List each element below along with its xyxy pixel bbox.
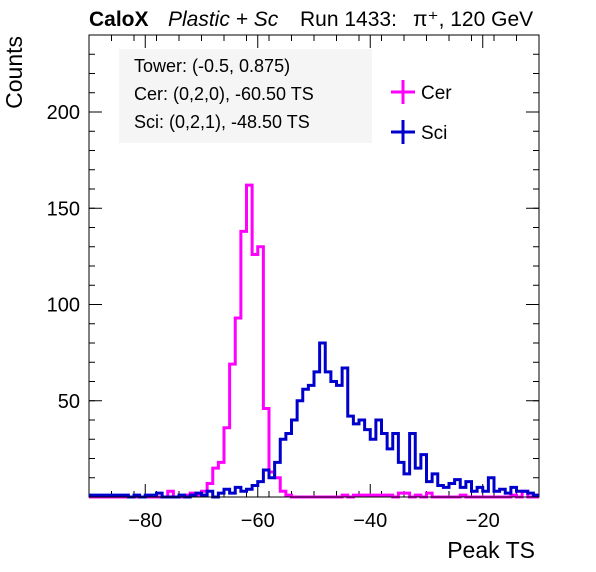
particle-label: π⁺, 120 GeV xyxy=(413,8,533,31)
x-tick-label: −80 xyxy=(128,510,162,532)
legend-sci-label: Sci xyxy=(421,123,447,144)
brand-label: CaloX xyxy=(89,8,149,31)
series-sci-line xyxy=(89,341,539,499)
x-tick-label: −20 xyxy=(466,510,500,532)
y-axis-label: Counts xyxy=(1,36,27,109)
tower-label: Tower: (-0.5, 0.875) xyxy=(134,56,290,76)
material-label: Plastic + Sc xyxy=(168,8,279,31)
cer-info-label: Cer: (0,2,0), -60.50 TS xyxy=(134,84,314,104)
legend-cer-label: Cer xyxy=(421,83,452,104)
info-box xyxy=(119,49,372,143)
sci-info-label: Sci: (0,2,1), -48.50 TS xyxy=(134,112,310,132)
y-tick-label: 100 xyxy=(47,295,80,317)
series-cer-line xyxy=(89,183,539,499)
y-tick-label: 50 xyxy=(58,391,80,413)
x-axis-label: Peak TS xyxy=(447,537,535,563)
x-tick-label: −40 xyxy=(353,510,387,532)
legend: Cer Sci xyxy=(391,80,452,144)
run-label: Run 1433: xyxy=(300,8,397,31)
histograms xyxy=(89,183,539,499)
x-tick-label: −60 xyxy=(241,510,275,532)
y-tick-label: 200 xyxy=(47,102,80,124)
y-tick-label: 150 xyxy=(47,198,80,220)
